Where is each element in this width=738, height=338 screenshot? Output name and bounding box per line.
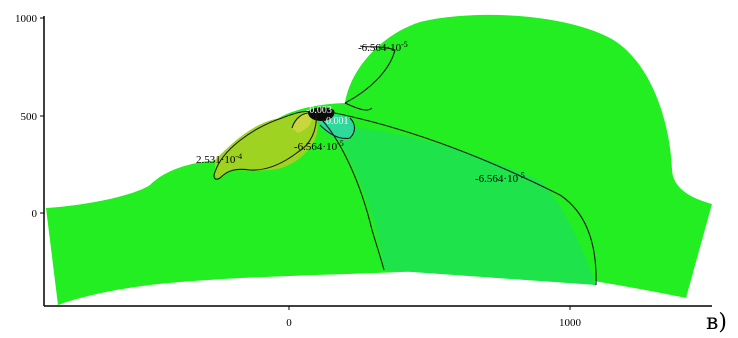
y-tick-label: 500 xyxy=(21,111,38,123)
contour-line xyxy=(344,102,373,111)
contour-line xyxy=(329,111,597,286)
contour-line xyxy=(319,117,356,139)
x-tick-label: 1000 xyxy=(559,317,582,329)
positive-lobe-region xyxy=(214,111,318,178)
x-tick-label: 0 xyxy=(286,317,292,329)
contour-label: -6.564·10-5 xyxy=(475,171,525,185)
contour-line xyxy=(321,119,385,271)
y-tick-label: 1000 xyxy=(15,13,38,25)
figure-caption: в) xyxy=(706,310,727,335)
contour-line xyxy=(291,112,313,129)
lower-band-region xyxy=(330,125,596,285)
contour-label: -6.564·10-5 xyxy=(358,40,408,54)
contour-line xyxy=(344,45,396,104)
contour-label: -0.003 xyxy=(306,105,332,116)
contour-label: 0.001 xyxy=(326,116,349,127)
contour-line xyxy=(213,110,317,180)
peak-region xyxy=(292,112,313,133)
contour-label: -6.564·10-5 xyxy=(294,139,344,153)
contour-label: 2.531·10-4 xyxy=(196,152,242,166)
singularity-core xyxy=(308,107,335,121)
y-tick-label: 0 xyxy=(32,208,38,220)
negative-lobe-region xyxy=(320,114,356,140)
